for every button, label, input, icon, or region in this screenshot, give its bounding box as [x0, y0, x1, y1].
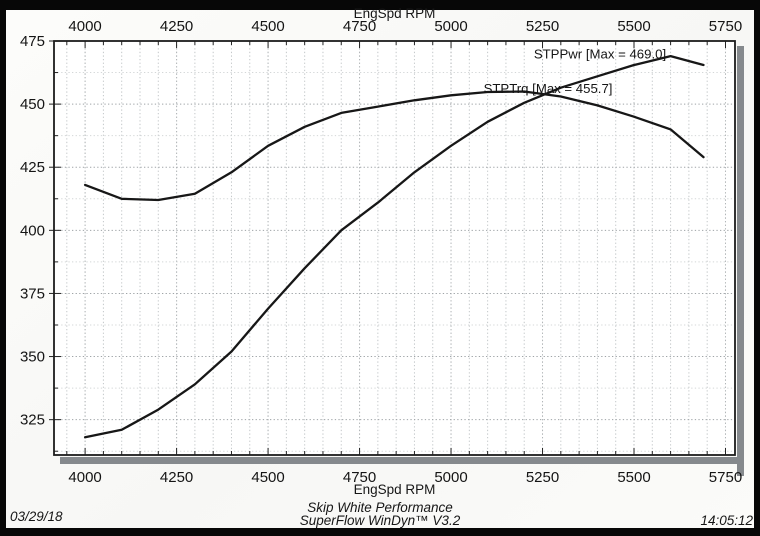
stptrq-curve-label: STPTrq [Max = 455.7] [484, 81, 613, 96]
x-axis-tick-label-bottom: 4750 [343, 469, 376, 486]
x-axis-tick-label-bottom: 5000 [434, 469, 467, 486]
frame-shadow-bottom [60, 457, 744, 464]
plot-background [54, 41, 735, 455]
print-date: 03/29/18 [10, 509, 63, 524]
y-axis-tick-label: 400 [20, 222, 45, 239]
x-axis-tick-label-bottom: 5250 [526, 469, 559, 486]
x-axis-tick-label-bottom: 4500 [251, 469, 284, 486]
stptrq-curve [83, 90, 705, 202]
footer-software-version: SuperFlow WinDyn™ V3.2 [299, 513, 461, 528]
bottom-axis-title: EngSpd RPM [353, 482, 436, 497]
x-axis-tick-label-top: 5500 [617, 18, 650, 35]
stppwr-curve [83, 54, 705, 439]
x-axis-tick-label-top: 4000 [68, 18, 101, 35]
plot-frame [53, 40, 736, 456]
y-axis-tick-label: 350 [20, 349, 45, 366]
x-axis-tick-label-top: 5250 [526, 18, 559, 35]
x-axis-tick-label-top: 4250 [160, 18, 193, 35]
print-time: 14:05:12 [700, 513, 753, 528]
x-axis-tick-label-top: 4500 [251, 18, 284, 35]
y-axis-tick-label: 375 [20, 285, 45, 302]
y-axis-tick-label: 325 [20, 412, 45, 429]
x-axis-tick-label-bottom: 5750 [709, 469, 742, 486]
x-axis-tick-label-bottom: 4000 [68, 469, 101, 486]
x-axis-tick-label-bottom: 4250 [160, 469, 193, 486]
frame-shadow-right [737, 46, 744, 476]
top-axis-title: EngSpd RPM [353, 6, 436, 21]
y-axis-tick-label: 475 [20, 33, 45, 50]
y-axis-tick-label: 425 [20, 159, 45, 176]
stppwr-curve-label: STPPwr [Max = 469.0] [534, 47, 666, 62]
y-axis-tick-label: 450 [20, 96, 45, 113]
x-axis-tick-label-top: 5000 [434, 18, 467, 35]
x-axis-tick-label-top: 5750 [709, 18, 742, 35]
footer-shop-name: Skip White Performance [307, 500, 453, 515]
x-axis-tick-label-top: 4750 [343, 18, 376, 35]
x-axis-tick-label-bottom: 5500 [617, 469, 650, 486]
